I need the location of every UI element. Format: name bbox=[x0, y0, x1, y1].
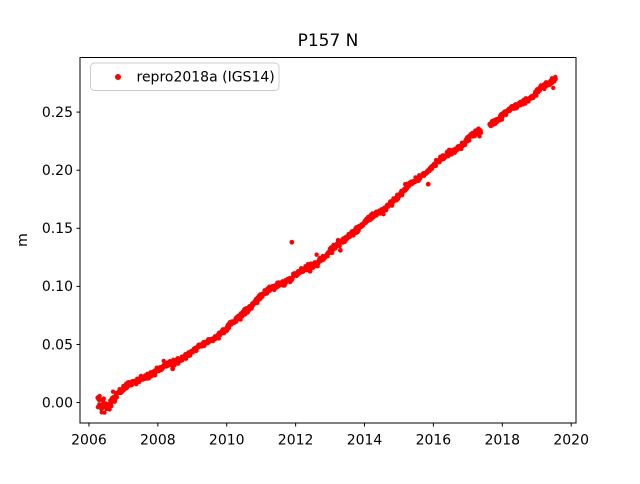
y-tick-label: 0.25 bbox=[42, 105, 73, 121]
scatter-point bbox=[477, 134, 482, 139]
scatter-point bbox=[110, 389, 116, 394]
scatter-outlier-point bbox=[338, 247, 343, 253]
scatter-point bbox=[161, 358, 166, 364]
scatter-point bbox=[478, 130, 484, 135]
scatter-outlier-point bbox=[425, 181, 431, 187]
legend-label: repro2018a (IGS14) bbox=[137, 70, 275, 86]
scatter-point bbox=[433, 163, 439, 169]
y-tick-label: 0.00 bbox=[42, 395, 73, 411]
y-axis-label: m bbox=[15, 233, 31, 247]
y-tick-label: 0.20 bbox=[42, 163, 73, 179]
legend-box bbox=[90, 62, 280, 91]
scatter-outlier-point bbox=[289, 239, 295, 245]
scatter-point bbox=[337, 243, 342, 249]
scatter-point bbox=[114, 394, 120, 400]
y-tick-label: 0.15 bbox=[42, 221, 73, 237]
scatter-point bbox=[314, 252, 319, 257]
x-tick-label: 2012 bbox=[278, 433, 314, 449]
scatter-point bbox=[107, 407, 112, 412]
scatter-outlier-point bbox=[170, 366, 176, 372]
x-tick-label: 2008 bbox=[140, 433, 176, 449]
chart-title: P157 N bbox=[298, 31, 359, 51]
scatter-outlier-point bbox=[307, 268, 313, 274]
y-tick-label: 0.05 bbox=[42, 337, 73, 353]
x-tick-label: 2020 bbox=[553, 433, 589, 449]
x-tick-label: 2006 bbox=[71, 433, 107, 449]
scatter-point bbox=[499, 117, 505, 122]
scatter-point bbox=[551, 85, 556, 91]
scatter-point bbox=[381, 212, 386, 217]
scatter-point bbox=[216, 336, 222, 341]
x-axis: 2006 2008 2010 2012 2014 2016 2018 2020 bbox=[71, 423, 589, 449]
x-tick-label: 2014 bbox=[347, 433, 383, 449]
y-tick-label: 0.10 bbox=[42, 279, 73, 295]
x-tick-label: 2010 bbox=[209, 433, 245, 449]
scatter-series bbox=[95, 74, 558, 415]
y-axis: 0.00 0.05 0.10 0.15 0.20 0.25 bbox=[42, 105, 80, 411]
scatter-point bbox=[462, 142, 468, 148]
x-tick-label: 2016 bbox=[416, 433, 452, 449]
x-tick-label: 2018 bbox=[484, 433, 520, 449]
plot-area-border bbox=[79, 57, 577, 424]
legend-marker-icon bbox=[115, 74, 121, 80]
scatter-point bbox=[467, 138, 472, 143]
scatter-point bbox=[238, 317, 243, 322]
scatter-point bbox=[102, 410, 107, 415]
scatter-point bbox=[553, 76, 558, 82]
scatter-point bbox=[101, 396, 106, 401]
legend: repro2018a (IGS14) bbox=[90, 62, 280, 91]
scatter-point bbox=[109, 403, 114, 409]
